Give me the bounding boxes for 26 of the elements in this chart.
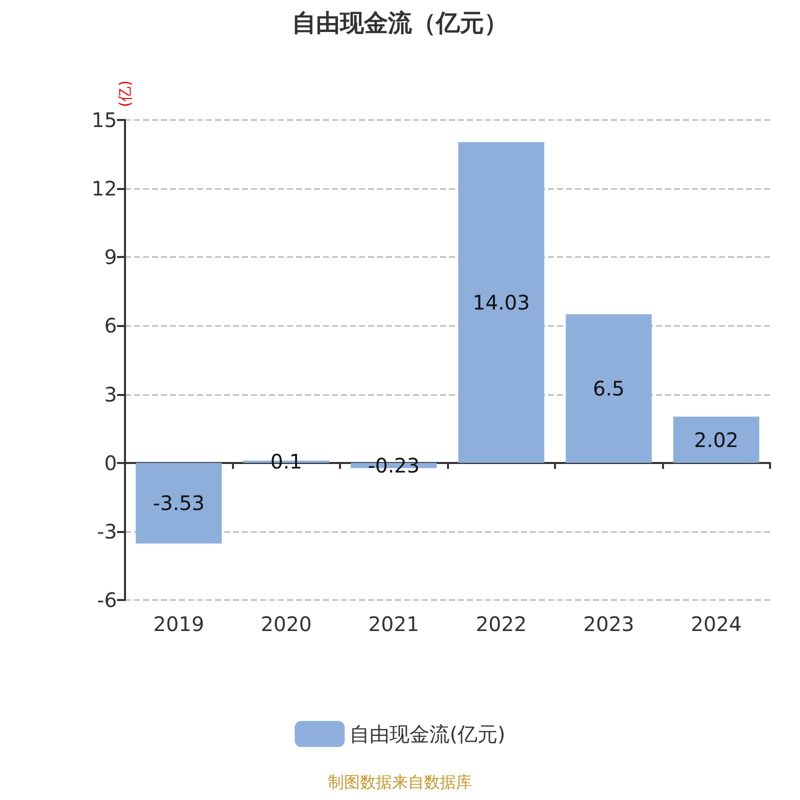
- text: 制图数据来自数据库: [328, 772, 472, 792]
- bar: [566, 314, 652, 463]
- x-tick-label: 2023: [583, 612, 634, 636]
- bar: [673, 416, 760, 463]
- y-tick-label: 3: [104, 382, 117, 406]
- y-tick-label: -3: [97, 519, 117, 544]
- x-tick-label: 2021: [368, 612, 420, 636]
- data-label: 14.03: [472, 290, 530, 315]
- y-tick-label: 15: [92, 108, 117, 132]
- y-tick-label: 12: [92, 176, 117, 201]
- x-tick-label: 2024: [690, 612, 742, 636]
- data-label: -3.53: [152, 491, 205, 516]
- data-label: 2.02: [694, 428, 739, 452]
- data-label: 6.5: [592, 376, 625, 401]
- chart-title: 自由现金流（亿元）: [292, 9, 508, 37]
- y-axis-title: (亿): [116, 80, 134, 108]
- legend-label: 自由现金流(亿元): [350, 722, 506, 746]
- y-tick-label: -6: [97, 588, 117, 612]
- bar: [458, 142, 544, 463]
- y-tick-label: 0: [104, 450, 117, 475]
- x-tick-label: 2020: [260, 612, 312, 636]
- y-tick-label: 9: [104, 245, 117, 270]
- y-tick-label: 6: [104, 314, 117, 338]
- x-tick-label: 2022: [476, 612, 527, 636]
- x-tick-label: 2019: [153, 612, 204, 636]
- bar: [136, 462, 222, 544]
